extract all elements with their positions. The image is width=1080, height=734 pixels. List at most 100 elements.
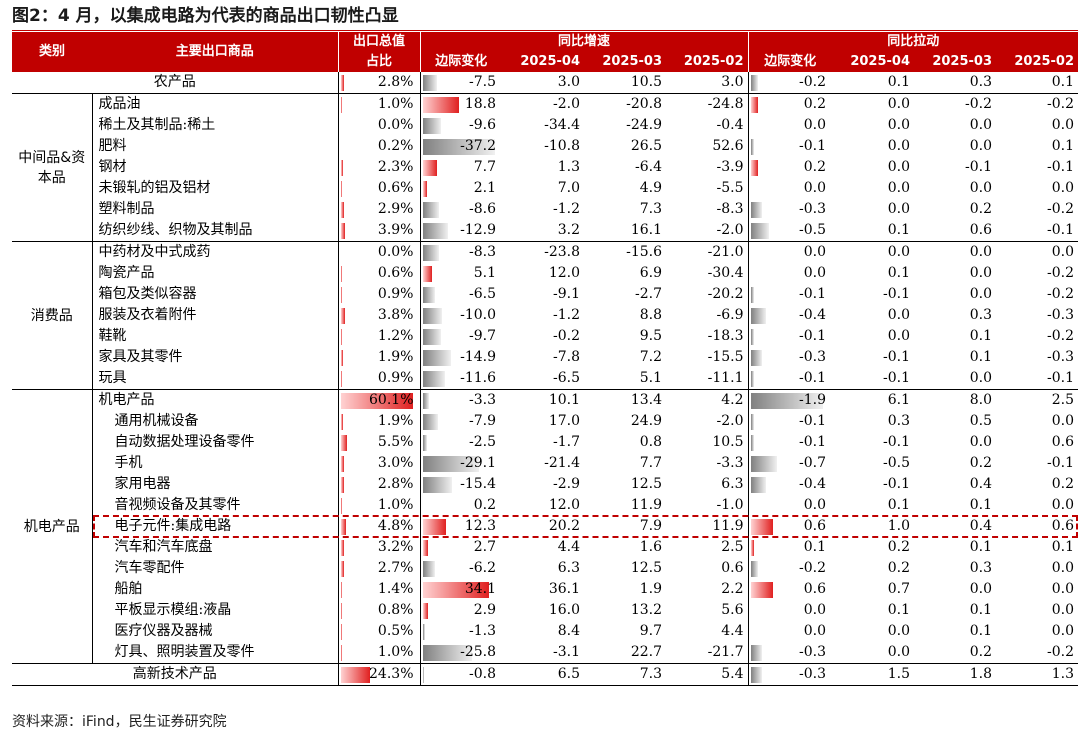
contrib-change-cell: -0.3 xyxy=(747,642,833,664)
growth-change-cell-bar xyxy=(422,667,424,683)
contrib-value: 0.0 xyxy=(887,138,911,154)
share-cell-value: 4.8% xyxy=(377,518,414,534)
share-cell-bar xyxy=(340,287,342,303)
contrib-value: 0.1 xyxy=(1051,138,1075,154)
growth-change-cell: 18.8 xyxy=(419,93,502,115)
table-row: 箱包及类似容器 0.9% -6.5 -9.1 -2.7 -20.2 -0.1 -0.1 0.0 -… xyxy=(12,284,1078,305)
header-yoy-contrib: 同比拉动 xyxy=(747,32,1079,52)
share-cell: 3.9% xyxy=(337,220,420,242)
growth-change-cell: -6.5 xyxy=(419,284,502,305)
growth-value: 5.6 xyxy=(721,602,744,618)
growth-value: 1.6 xyxy=(639,539,662,555)
growth-change-cell-bar xyxy=(422,329,442,345)
growth-change-cell: -8.6 xyxy=(419,199,502,220)
table-row: 纺织纱线、织物及其制品 3.9% -12.9 3.2 16.1 -2.0 -0.5 0.1 0.… xyxy=(12,220,1078,242)
growth-change-cell-value: -9.6 xyxy=(469,117,496,133)
row-name: 塑料制品 xyxy=(91,199,338,220)
contrib-change-cell-value: -0.5 xyxy=(799,222,827,238)
share-cell-bar xyxy=(340,624,342,640)
contrib-value: 0.1 xyxy=(887,497,911,513)
table-row: 肥料 0.2% -37.2 -10.8 26.5 52.6 -0.1 0.0 0.0 0.1 xyxy=(12,136,1078,157)
contrib-change-cell-value: -0.1 xyxy=(799,434,827,450)
row-name: 纺织纱线、织物及其制品 xyxy=(91,220,338,242)
contrib-change-cell: -0.1 xyxy=(747,284,833,305)
growth-change-cell-value: -1.3 xyxy=(469,623,496,639)
contrib-value: -0.1 xyxy=(883,434,911,450)
growth-change-cell-bar xyxy=(422,223,448,239)
share-cell-value: 2.9% xyxy=(377,201,414,217)
contrib-value: 0.0 xyxy=(1051,180,1075,196)
contrib-value: 0.1 xyxy=(887,74,911,90)
contrib-change-cell: -0.1 xyxy=(747,326,833,347)
growth-change-cell: 2.1 xyxy=(419,178,502,199)
contrib-change-cell: 0.6 xyxy=(747,516,833,537)
contrib-change-cell-value: -0.1 xyxy=(799,138,827,154)
growth-value: 10.5 xyxy=(712,434,744,450)
share-cell-bar xyxy=(340,477,344,493)
growth-change-cell-value: -3.3 xyxy=(469,392,496,408)
row-name: 农产品 xyxy=(153,74,196,90)
table-row: 汽车零配件 2.7% -6.2 6.3 12.5 0.6 -0.2 0.2 0.3 0.0 xyxy=(12,558,1078,579)
contrib-value: 2.5 xyxy=(996,389,1079,411)
share-cell-bar xyxy=(340,350,343,366)
contrib-change-cell-bar xyxy=(750,582,774,598)
contrib-change-cell-value: -0.3 xyxy=(799,644,827,660)
growth-change-cell-bar xyxy=(422,245,439,261)
growth-value: 12.5 xyxy=(630,476,662,492)
table-row: 汽车和汽车底盘 3.2% 2.7 4.4 1.6 2.5 0.1 0.2 0.1 0.1 xyxy=(12,537,1078,558)
growth-value: -3.3 xyxy=(716,455,744,471)
table-row: 手机 3.0% -29.1 -21.4 7.7 -3.3 -0.7 -0.5 0.2 -0.1 xyxy=(12,453,1078,474)
share-cell-value: 3.8% xyxy=(377,307,414,323)
share-cell: 0.0% xyxy=(337,115,420,136)
contrib-change-cell-bar xyxy=(750,329,755,345)
contrib-value: -0.5 xyxy=(883,455,911,471)
row-name: 稀土及其制品:稀土 xyxy=(91,115,338,136)
growth-value: -15.5 xyxy=(707,349,744,365)
contrib-value: 0.0 xyxy=(1051,560,1075,576)
contrib-change-cell-value: -0.1 xyxy=(799,328,827,344)
growth-value: 7.7 xyxy=(639,455,662,471)
contrib-value: 0.0 xyxy=(887,159,911,175)
growth-change-cell-bar xyxy=(422,393,429,409)
contrib-change-cell-value: 0.0 xyxy=(803,265,827,281)
share-cell-bar xyxy=(340,414,343,430)
header-month: 2025-03 xyxy=(914,52,997,72)
growth-value: 11.9 xyxy=(630,497,662,513)
contrib-value: 0.1 xyxy=(969,602,993,618)
contrib-change-cell-value: -0.4 xyxy=(799,476,827,492)
growth-value: -20.2 xyxy=(707,286,744,302)
table-row: 鞋靴 1.2% -9.7 -0.2 9.5 -18.3 -0.1 0.0 0.1 -0.2 xyxy=(12,326,1078,347)
growth-change-cell-value: 5.1 xyxy=(473,265,496,281)
share-cell-bar xyxy=(340,540,345,556)
contrib-change-cell: -0.2 xyxy=(747,558,833,579)
contrib-value: 0.2 xyxy=(969,201,993,217)
contrib-value: 0.0 xyxy=(887,117,911,133)
contrib-value: 0.0 xyxy=(969,265,993,281)
contrib-change-cell-value: -0.1 xyxy=(799,286,827,302)
growth-value: -20.8 xyxy=(584,93,666,115)
header-month: 2025-03 xyxy=(584,52,666,72)
growth-value: 0.8 xyxy=(639,434,662,450)
row-name: 机电产品 xyxy=(91,389,338,411)
contrib-change-cell-bar xyxy=(750,435,755,451)
contrib-value: -0.2 xyxy=(1047,201,1075,217)
growth-change-cell: -25.8 xyxy=(419,642,502,664)
contrib-change-cell-bar xyxy=(750,667,762,683)
contrib-value: 0.2 xyxy=(887,560,911,576)
row-name: 中药材及中式成药 xyxy=(91,241,338,263)
growth-change-cell-value: 34.1 xyxy=(464,581,496,597)
share-cell-bar xyxy=(340,645,342,661)
contrib-value: 0.0 xyxy=(969,286,993,302)
contrib-value: 0.0 xyxy=(832,241,915,263)
contrib-value: 0.3 xyxy=(887,413,911,429)
growth-change-cell: -11.6 xyxy=(419,368,502,390)
contrib-change-cell-value: 0.1 xyxy=(803,539,827,555)
row-name: 汽车和汽车底盘 xyxy=(91,537,338,558)
growth-value: -24.9 xyxy=(626,117,662,133)
contrib-change-cell: -1.9 xyxy=(747,389,833,411)
contrib-value: 0.4 xyxy=(969,518,993,534)
share-cell-bar xyxy=(340,498,342,514)
growth-value: -30.4 xyxy=(707,265,744,281)
share-cell: 24.3% xyxy=(337,663,420,686)
growth-change-cell-bar xyxy=(422,603,429,619)
